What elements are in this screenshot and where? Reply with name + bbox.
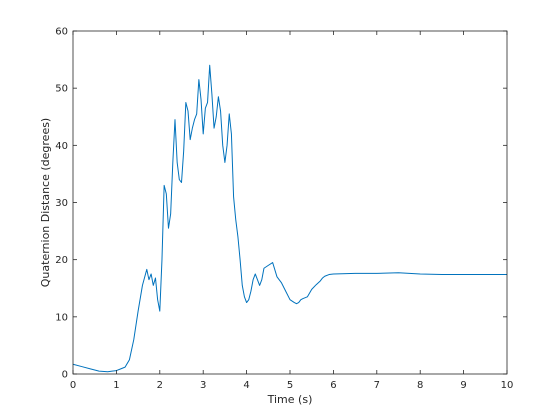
x-tick-label: 0 [70,380,76,391]
x-tick-label: 7 [374,380,380,391]
x-tick-label: 2 [157,380,163,391]
y-axis-label: Quaternion Distance (degrees) [39,118,52,287]
series-layer [72,64,507,373]
x-axis-label: Time (s) [267,393,313,406]
x-tick-label: 4 [243,380,249,391]
y-tick-label: 20 [55,255,68,266]
y-tick-label: 30 [55,198,68,209]
y-tick-label: 60 [55,27,68,38]
series-line [72,64,507,373]
x-tick-label: 8 [417,380,423,391]
x-tick-label: 9 [460,380,466,391]
x-tick-label: 3 [200,380,206,391]
y-tick-label: 40 [55,141,68,152]
y-tick-label: 10 [55,312,68,323]
tick-layer: 0 1 2 3 4 5 6 7 8 9 10 0 10 20 30 40 50 60 [55,27,513,392]
x-tick-label: 5 [287,380,293,391]
x-tick-label: 1 [113,380,119,391]
y-tick-label: 0 [62,370,68,381]
y-tick-label: 50 [55,84,68,95]
plot-area [73,31,507,374]
x-tick-label: 10 [501,380,514,391]
x-tick-label: 6 [330,380,336,391]
